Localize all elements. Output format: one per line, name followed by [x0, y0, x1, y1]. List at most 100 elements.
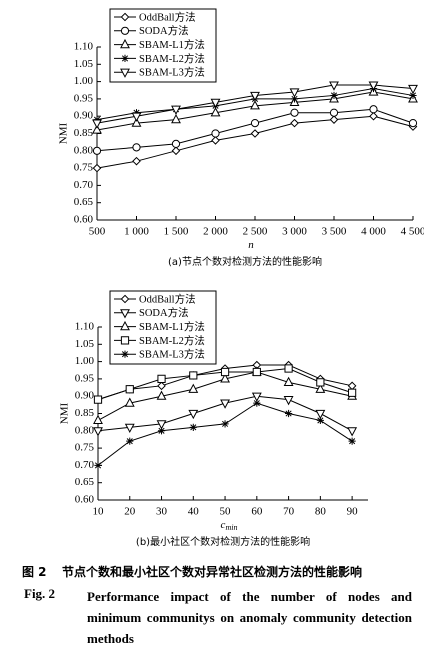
marker	[92, 163, 102, 173]
y-tick-label: 1.00	[75, 355, 95, 367]
x-tick-label: 40	[188, 506, 200, 518]
legend-label: SBAM-L1方法	[139, 38, 205, 51]
marker	[132, 143, 141, 152]
y-tick-label: 0.60	[74, 214, 94, 226]
x-tick-label: 500	[89, 226, 106, 238]
marker	[171, 139, 181, 148]
marker	[252, 367, 261, 377]
legend-marker	[120, 26, 130, 35]
legend-marker	[121, 54, 129, 62]
marker	[408, 84, 418, 95]
marker	[93, 395, 103, 404]
marker	[157, 381, 166, 391]
y-tick-label: 0.80	[75, 424, 95, 436]
y-tick-label: 0.65	[75, 476, 95, 488]
marker	[347, 381, 357, 391]
y-tick-label: 1.10	[75, 321, 95, 333]
x-axis-label: cmin	[221, 519, 238, 532]
y-tick-label: 1.10	[74, 41, 94, 53]
marker	[189, 371, 198, 380]
marker	[369, 111, 378, 121]
marker	[171, 105, 181, 115]
marker	[220, 373, 230, 383]
marker	[250, 91, 260, 102]
legend-marker	[120, 38, 130, 49]
marker	[156, 390, 167, 400]
marker	[289, 88, 300, 98]
marker	[211, 136, 220, 145]
marker	[188, 383, 199, 393]
y-tick-label: 0.85	[75, 407, 95, 419]
marker	[189, 423, 197, 431]
marker	[368, 81, 379, 91]
marker	[315, 409, 326, 420]
marker	[125, 385, 134, 394]
caption-cn-text: 节点个数和最小社区个数对异常社区检测方法的性能影响	[62, 565, 363, 579]
marker	[220, 399, 230, 409]
marker	[131, 117, 142, 127]
y-tick-label: 0.75	[74, 162, 94, 174]
marker	[250, 119, 260, 128]
legend-marker	[120, 68, 130, 78]
marker	[253, 399, 261, 407]
legend-marker	[121, 350, 129, 358]
marker	[290, 108, 299, 117]
marker	[93, 427, 103, 437]
marker	[329, 115, 339, 124]
x-tick-label: 50	[220, 506, 232, 518]
marker	[316, 416, 324, 425]
marker	[409, 91, 417, 100]
y-tick-label: 0.70	[75, 459, 95, 471]
x-axis-label-main: n	[248, 239, 254, 251]
legend-label: SBAM-L3方法	[139, 348, 205, 361]
legend-label: SODA方法	[139, 24, 189, 37]
y-tick-label: 0.90	[75, 390, 95, 402]
y-tick-label: 0.90	[74, 110, 94, 122]
marker	[188, 409, 199, 420]
marker	[369, 105, 378, 114]
y-tick-label: 0.75	[75, 442, 95, 454]
legend-marker	[120, 309, 130, 319]
marker	[330, 91, 338, 100]
x-tick-label: 1 000	[124, 226, 149, 238]
x-tick-label: 60	[251, 506, 263, 518]
marker	[220, 367, 230, 377]
y-axis-label: NMI	[59, 402, 71, 424]
legend-label: SBAM-L1方法	[139, 320, 205, 333]
marker	[211, 129, 220, 138]
legend-marker	[120, 294, 130, 304]
x-tick-label: 30	[156, 506, 168, 518]
y-tick-label: 0.60	[75, 494, 95, 506]
marker	[290, 95, 299, 103]
marker	[284, 364, 293, 373]
marker	[348, 388, 357, 397]
marker	[283, 396, 294, 406]
x-tick-label: 2 000	[203, 226, 228, 238]
marker	[329, 108, 339, 117]
marker	[92, 119, 102, 129]
x-tick-label: 4 000	[361, 226, 386, 238]
legend-label: SBAM-L3方法	[139, 66, 205, 79]
x-tick-label: 3 500	[322, 226, 347, 238]
marker	[157, 374, 166, 383]
marker	[93, 414, 103, 425]
figure: 0.60 0.65 0.70 0.75 0.80 0.85 0.90 0.95 1.00 1.05…	[58, 8, 424, 548]
legend-label: SODA方法	[139, 306, 189, 319]
x-tick-label: 3 000	[282, 226, 307, 238]
x-tick-label: 10	[93, 506, 105, 518]
marker	[171, 146, 181, 156]
marker	[124, 423, 135, 434]
marker	[156, 420, 167, 430]
y-tick-label: 1.05	[75, 338, 95, 350]
caption-en-text: Performance impact of the number of node…	[87, 589, 412, 646]
chart-caption: (a)节点个数对检测方法的性能影响	[168, 255, 322, 268]
marker	[210, 98, 221, 109]
x-axis-label-sub: min	[225, 523, 237, 532]
marker	[157, 427, 166, 435]
marker	[92, 124, 102, 134]
caption-cn-label: 图 2	[22, 565, 47, 579]
marker	[250, 129, 260, 138]
marker	[171, 113, 181, 124]
legend-label: OddBall方法	[139, 292, 196, 305]
